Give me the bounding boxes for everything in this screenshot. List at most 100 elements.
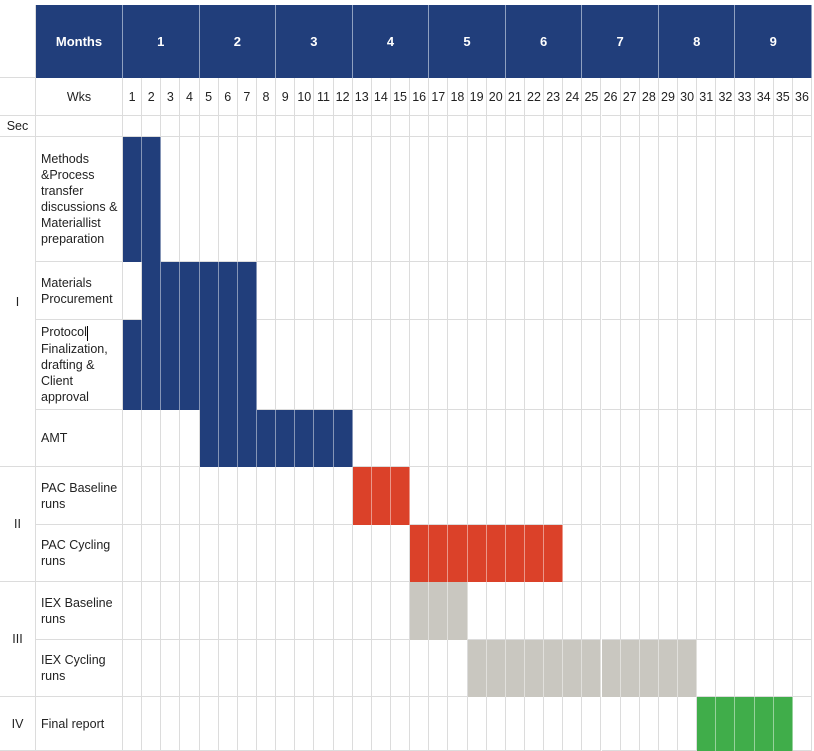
grid-cell	[754, 320, 774, 410]
grid-cell	[410, 640, 430, 697]
gantt-bar-segment	[410, 582, 430, 640]
week-header: 19	[467, 78, 487, 116]
grid-cell	[524, 467, 545, 525]
grid-cell	[620, 116, 640, 137]
grid-cell	[333, 525, 353, 582]
grid-cell	[276, 137, 296, 262]
gantt-bar-segment	[237, 410, 257, 467]
grid-cell	[716, 467, 736, 525]
gantt-bar-segment	[429, 525, 449, 582]
grid-cell	[486, 582, 506, 640]
grid-cell	[505, 582, 525, 640]
gantt-bar-segment	[218, 410, 238, 467]
gantt-bar-segment	[486, 525, 506, 582]
grid-cell	[429, 467, 449, 525]
grid-cell	[237, 640, 257, 697]
grid-cell	[697, 320, 717, 410]
grid-cell	[773, 467, 793, 525]
grid-cell	[429, 262, 449, 320]
grid-cell	[314, 116, 334, 137]
grid-cell	[678, 697, 698, 751]
grid-cell	[371, 525, 391, 582]
grid-cell	[582, 697, 602, 751]
grid-cell	[563, 525, 583, 582]
grid-cell	[716, 640, 736, 697]
grid-cell	[678, 116, 698, 137]
gantt-bar-segment	[639, 640, 659, 697]
grid-cell	[658, 116, 679, 137]
grid-cell	[620, 410, 640, 467]
grid-cell	[582, 582, 602, 640]
week-header: 21	[505, 78, 525, 116]
grid-cell	[544, 467, 564, 525]
grid-cell	[333, 137, 353, 262]
week-header: 4	[180, 78, 200, 116]
grid-cell	[295, 582, 315, 640]
grid-cell	[582, 320, 602, 410]
grid-cell	[505, 320, 525, 410]
grid-cell	[218, 116, 238, 137]
grid-cell	[582, 410, 602, 467]
corner-cell	[0, 5, 36, 78]
gantt-bar-segment	[161, 320, 181, 410]
month-header: 4	[352, 5, 430, 78]
grid-cell	[314, 320, 334, 410]
grid-cell	[792, 525, 813, 582]
grid-cell	[620, 582, 640, 640]
grid-cell	[295, 116, 315, 137]
grid-cell	[486, 137, 506, 262]
grid-cell	[754, 467, 774, 525]
grid-cell	[601, 137, 621, 262]
task-name-text: Protocol Finalization, drafting & Client…	[41, 325, 108, 404]
grid-cell	[371, 116, 391, 137]
grid-cell	[582, 116, 602, 137]
grid-cell	[218, 640, 238, 697]
months-label: Months	[36, 5, 123, 78]
gantt-bar-segment	[142, 262, 162, 320]
grid-cell	[639, 116, 659, 137]
grid-cell	[371, 262, 391, 320]
grid-cell	[390, 697, 411, 751]
gantt-bar-segment	[390, 467, 411, 525]
grid-cell	[467, 410, 487, 467]
grid-cell	[256, 320, 277, 410]
week-header: 13	[352, 78, 372, 116]
grid-cell	[754, 137, 774, 262]
grid-cell	[582, 525, 602, 582]
grid-cell	[792, 640, 813, 697]
week-header: 35	[773, 78, 793, 116]
grid-cell	[333, 640, 353, 697]
grid-cell	[678, 582, 698, 640]
grid-cell	[276, 320, 296, 410]
gantt-bar-segment	[123, 320, 143, 410]
grid-cell	[333, 697, 353, 751]
grid-cell	[410, 262, 430, 320]
grid-cell	[735, 467, 755, 525]
grid-cell	[390, 116, 411, 137]
grid-cell	[716, 582, 736, 640]
grid-cell	[295, 262, 315, 320]
text-cursor-icon	[86, 325, 88, 341]
grid-cell	[276, 582, 296, 640]
grid-cell	[601, 467, 621, 525]
grid-cell	[486, 320, 506, 410]
grid-cell	[276, 640, 296, 697]
month-header: 9	[735, 5, 813, 78]
grid-cell	[563, 262, 583, 320]
gantt-bar-segment	[582, 640, 602, 697]
week-header: 15	[390, 78, 411, 116]
grid-cell	[697, 582, 717, 640]
grid-cell	[658, 467, 679, 525]
grid-cell	[161, 582, 181, 640]
grid-cell	[256, 697, 277, 751]
grid-cell	[256, 262, 277, 320]
gantt-bar-segment	[678, 640, 698, 697]
gantt-bar-segment	[563, 640, 583, 697]
grid-cell	[467, 582, 487, 640]
grid-cell	[429, 640, 449, 697]
gantt-bar-segment	[486, 640, 506, 697]
grid-cell	[180, 116, 200, 137]
grid-cell	[773, 582, 793, 640]
grid-cell	[544, 262, 564, 320]
grid-cell	[142, 697, 162, 751]
